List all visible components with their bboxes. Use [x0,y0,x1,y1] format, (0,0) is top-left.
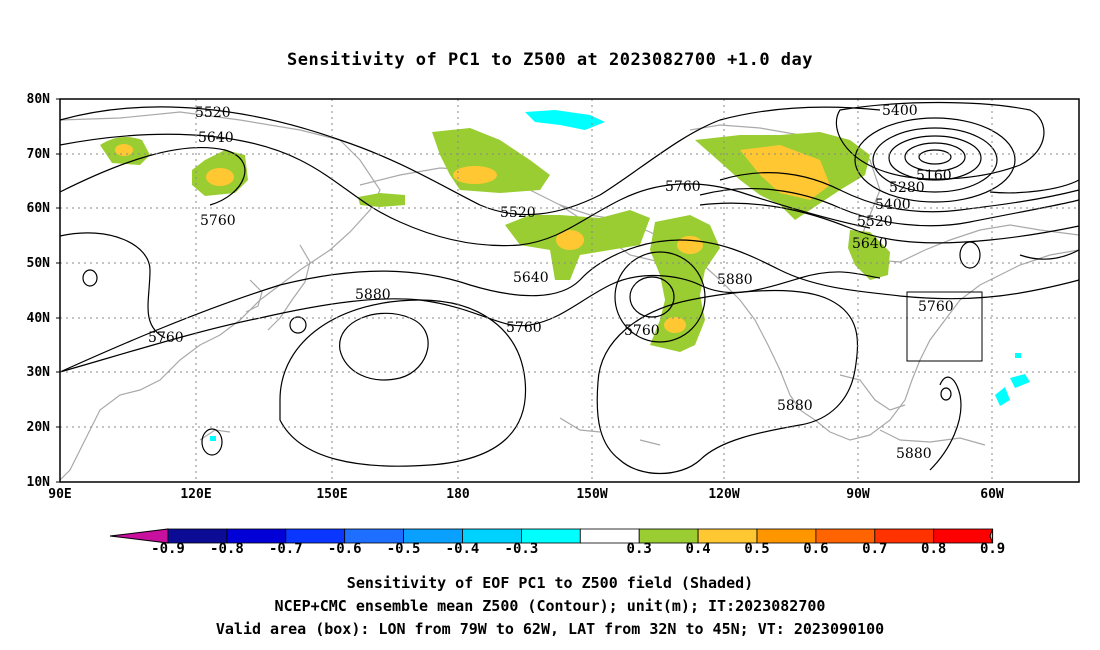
lat-label: 20N [26,420,50,435]
colorbar-label: -0.6 [327,541,362,557]
lon-label: 60W [980,487,1004,502]
lon-label: 120E [180,487,212,502]
contour-label: 5760 [918,299,954,315]
colorbar [109,528,994,544]
lat-label: 40N [26,311,50,326]
contour-label: 5520 [500,205,536,221]
contour-label: 5880 [777,398,813,414]
lat-label: 60N [26,201,50,216]
negative-sensitivity-shading [210,110,1030,441]
caption-valid-area: Valid area (box): LON from 79W to 62W, L… [215,620,885,638]
lon-label: 150E [316,487,348,502]
colorbar-label: -0.7 [268,541,303,557]
colorbar-label: 0.4 [685,541,711,557]
contour-label: 5760 [506,320,542,336]
contour-label: 5760 [200,213,236,229]
contour-label: 5880 [896,446,932,462]
colorbar-label: 0.5 [744,541,770,557]
map-frame [59,98,1080,483]
contour-label: 5760 [148,330,184,346]
colorbar-label: 0.9 [979,541,1006,557]
contour-label: 5640 [513,270,549,286]
lat-label: 10N [26,475,50,490]
colorbar-label: 0.3 [626,541,652,557]
contour-label: 5880 [355,287,391,303]
contour-label: 5880 [717,272,753,288]
colorbar-label: 0.8 [921,541,947,557]
lat-lon-grid [60,99,1079,482]
lon-label: 180 [446,487,470,502]
lon-label: 120W [708,487,740,502]
contour-label: 5760 [624,323,660,339]
contour-label: 5760 [665,179,701,195]
colorbar-label: 0.6 [803,541,829,557]
lat-label: 80N [26,92,50,107]
contour-label: 5160 [916,168,952,184]
colorbar-label: -0.4 [445,541,480,557]
lat-label: 70N [26,147,50,162]
contour-label: 5520 [857,214,893,230]
colorbar-label: -0.5 [386,541,421,557]
lon-label: 90E [48,487,72,502]
caption-shading: Sensitivity of EOF PC1 to Z500 field (Sh… [346,574,754,592]
colorbar-label: -0.8 [210,541,244,557]
contour-label: 5640 [198,130,234,146]
contour-label: 5520 [195,105,231,121]
colorbar-label: -0.3 [504,541,539,557]
lat-label: 50N [26,256,50,271]
lon-label: 150W [576,487,608,502]
caption-contour: NCEP+CMC ensemble mean Z500 (Contour); u… [274,597,826,615]
colorbar-label: -0.9 [151,541,185,557]
contour-label: 5280 [889,180,925,196]
map-title: Sensitivity of PC1 to Z500 at 2023082700… [286,50,813,70]
colorbar-label: 0.7 [862,541,888,557]
z500-contours [59,101,1080,475]
contour-labels: 5520 5640 5760 5880 5760 5400 5160 5280 … [148,103,954,462]
lat-label: 30N [26,365,50,380]
contour-label: 5400 [882,103,918,119]
contour-label: 5640 [852,236,888,252]
valid-area-box [906,291,983,362]
lon-label: 90W [846,487,870,502]
colorbar-high-end [989,528,994,544]
contour-label: 5400 [875,197,911,213]
